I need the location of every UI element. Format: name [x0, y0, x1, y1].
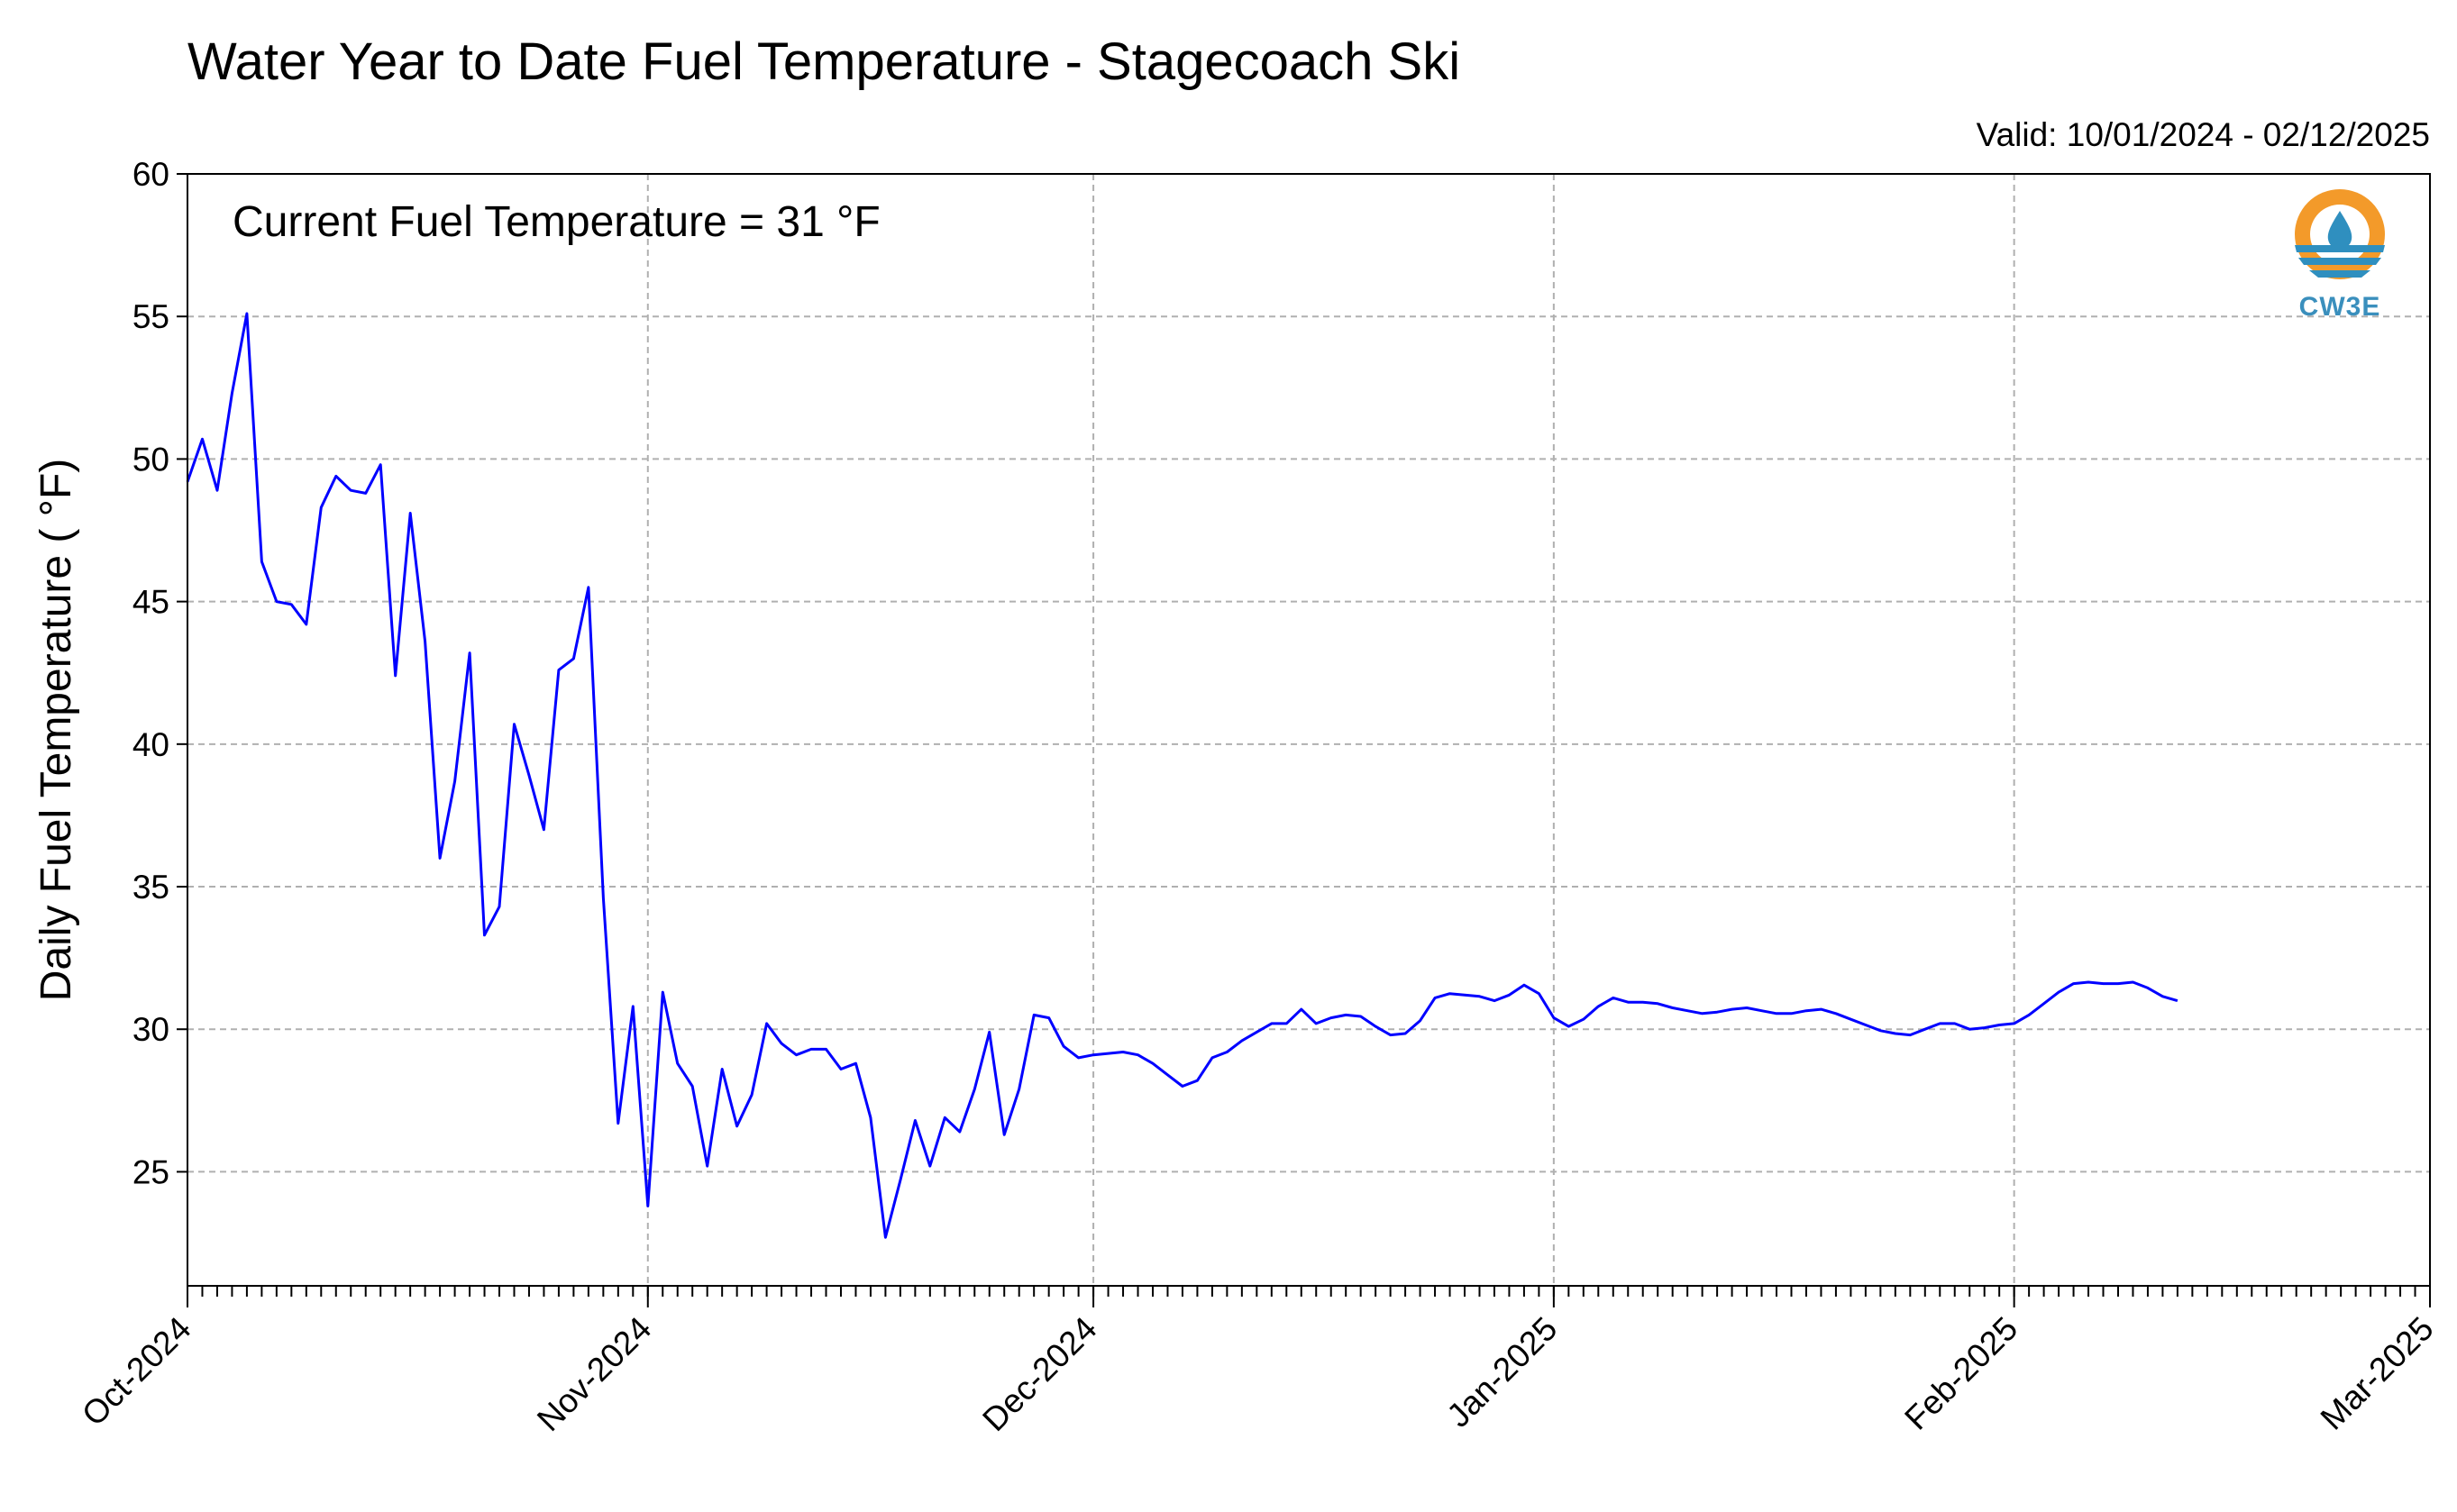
chart-subtitle: Valid: 10/01/2024 - 02/12/2025 [1977, 116, 2430, 153]
x-tick-label: Jan-2025 [1439, 1310, 1564, 1435]
x-tick-label: Nov-2024 [530, 1310, 658, 1438]
gridlines [187, 174, 2430, 1286]
y-tick-label: 30 [132, 1011, 169, 1048]
logo-text: CW3E [2299, 292, 2381, 322]
y-tick-label: 50 [132, 441, 169, 478]
logo-wave-2 [2298, 258, 2381, 265]
series-layer [186, 312, 2178, 1239]
current-temperature-annotation: Current Fuel Temperature = 31 °F [233, 198, 881, 246]
x-tick-label: Oct-2024 [75, 1310, 198, 1434]
chart-title: Water Year to Date Fuel Temperature - St… [187, 32, 1460, 91]
logo-wave-1 [2295, 245, 2385, 252]
y-axis-label: Daily Fuel Temperature ( °F) [32, 459, 80, 1001]
y-tick-label: 25 [132, 1153, 169, 1190]
logo-wave-3 [2309, 270, 2370, 278]
y-tick-label: 40 [132, 726, 169, 763]
y-tick-label: 35 [132, 869, 169, 906]
y-tick-label: 60 [132, 156, 169, 193]
y-tick-label: 45 [132, 584, 169, 621]
y-axis-ticks: 25 30 35 40 45 50 55 60 [132, 156, 187, 1190]
x-tick-label: Mar-2025 [2314, 1310, 2441, 1437]
fuel-temperature-line [186, 312, 2178, 1239]
water-drop-icon [2327, 211, 2352, 249]
x-tick-label: Feb-2025 [1897, 1310, 2024, 1437]
y-tick-label: 55 [132, 298, 169, 335]
cw3e-logo: CW3E [2295, 189, 2385, 322]
x-axis-ticks: Oct-2024 Nov-2024 Dec-2024 Jan-2025 Feb-2025… [75, 1286, 2441, 1438]
x-tick-label: Dec-2024 [975, 1310, 1103, 1438]
plot-frame [187, 173, 2431, 1287]
